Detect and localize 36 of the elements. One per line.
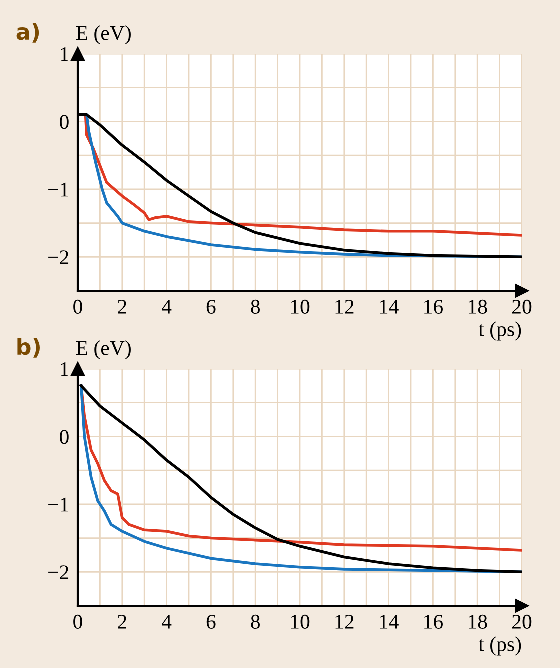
x-tick-label: 6 xyxy=(206,300,216,314)
x-tick-label: 18 xyxy=(469,614,488,629)
x-tick-label: 2 xyxy=(118,614,126,629)
x-axis-title: t (ps) xyxy=(478,636,522,656)
x-tick-label: 14 xyxy=(380,300,399,314)
y-tick-label: −1 xyxy=(48,182,68,197)
x-tick-label: 0 xyxy=(74,300,82,314)
x-tick-label: 14 xyxy=(380,615,399,629)
y-tick-label: 1 xyxy=(61,47,68,62)
x-tick-label: 8 xyxy=(251,614,260,629)
x-tick-label: 2 xyxy=(118,300,126,314)
y-axis-title: E (eV) xyxy=(76,340,131,360)
x-tick-label: 20 xyxy=(512,300,532,314)
x-tick-label: 4 xyxy=(162,300,172,314)
x-tick-label: 12 xyxy=(336,300,354,314)
x-tick-label: 12 xyxy=(336,614,354,629)
x-tick-label: 16 xyxy=(424,300,443,314)
y-tick-label: −2 xyxy=(48,250,69,264)
x-tick-label: 18 xyxy=(469,300,488,314)
x-tick-label: 10 xyxy=(291,300,310,314)
x-axis-title: t (ps) xyxy=(478,322,522,341)
x-tick-label: 6 xyxy=(206,614,216,629)
y-tick-label: 0 xyxy=(60,430,69,444)
x-tick-label: 4 xyxy=(162,615,172,629)
x-tick-label: 0 xyxy=(74,614,82,629)
text: b) xyxy=(18,338,40,358)
y-tick-label: 0 xyxy=(60,115,69,130)
x-tick-label: 10 xyxy=(291,614,310,629)
x-tick-label: 20 xyxy=(512,614,532,629)
x-tick-label: 8 xyxy=(251,300,260,314)
y-tick-label: 1 xyxy=(61,362,68,376)
y-tick-label: −2 xyxy=(48,566,69,580)
y-tick-label: −1 xyxy=(48,498,68,512)
x-tick-label: 16 xyxy=(424,614,443,629)
text: a) xyxy=(16,23,40,43)
y-axis-title: E (eV) xyxy=(76,26,131,45)
